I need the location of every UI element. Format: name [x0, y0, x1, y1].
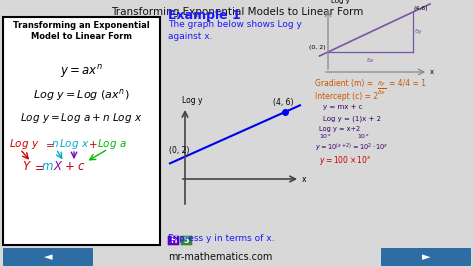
Text: Transforming an Exponential
Model to Linear Form: Transforming an Exponential Model to Lin…: [13, 21, 150, 41]
Text: $Log\ x$: $Log\ x$: [59, 137, 89, 151]
Text: (4, 6): (4, 6): [273, 98, 293, 107]
Text: $10^x$: $10^x$: [319, 133, 332, 141]
Text: $=$: $=$: [32, 160, 45, 174]
Text: = 4/4 = 1: = 4/4 = 1: [389, 79, 426, 88]
Text: ►: ►: [422, 252, 430, 262]
Text: Log y: Log y: [331, 0, 350, 4]
Text: Gradient (m) =: Gradient (m) =: [315, 79, 373, 88]
Text: δx: δx: [367, 58, 374, 63]
Text: $y = ax^n$: $y = ax^n$: [60, 64, 103, 80]
FancyBboxPatch shape: [168, 236, 179, 245]
Text: Log y = x+2: Log y = x+2: [319, 126, 360, 132]
Text: $Y$: $Y$: [22, 160, 32, 174]
Text: x: x: [430, 69, 434, 75]
Text: H: H: [170, 236, 177, 245]
Text: $X$: $X$: [53, 160, 64, 174]
Text: $=$: $=$: [43, 139, 55, 149]
Text: mr-mathematics.com: mr-mathematics.com: [168, 252, 272, 262]
Text: $+\ c$: $+\ c$: [64, 160, 86, 174]
Text: $\frac{\delta y}{\delta x}$: $\frac{\delta y}{\delta x}$: [377, 79, 386, 97]
Text: $+$: $+$: [88, 139, 98, 150]
Text: $Log\ y$: $Log\ y$: [9, 137, 39, 151]
Text: (4,6): (4,6): [414, 6, 428, 11]
Text: y = mx + c: y = mx + c: [323, 104, 363, 110]
FancyBboxPatch shape: [181, 236, 192, 245]
Text: Intercept (c) = 2: Intercept (c) = 2: [315, 92, 378, 101]
Text: $y = 10^{(x+2)} = 10^2 \cdot 10^x$: $y = 10^{(x+2)} = 10^2 \cdot 10^x$: [315, 142, 389, 154]
Text: Log y = (1)x + 2: Log y = (1)x + 2: [323, 115, 381, 121]
Text: δy: δy: [415, 29, 423, 34]
Text: Express y in terms of x.: Express y in terms of x.: [168, 234, 274, 243]
FancyBboxPatch shape: [381, 248, 471, 266]
Text: The graph below shows Log y
against x.: The graph below shows Log y against x.: [168, 20, 302, 41]
Text: $Log\ y = Log\ (ax^n)$: $Log\ y = Log\ (ax^n)$: [33, 87, 130, 103]
Text: $y = 100 \times 10^x$: $y = 100 \times 10^x$: [319, 154, 372, 167]
Text: ◄: ◄: [44, 252, 52, 262]
Text: (0, 2): (0, 2): [169, 146, 190, 155]
Text: $Log\ a$: $Log\ a$: [97, 137, 127, 151]
Text: $n$: $n$: [51, 139, 59, 149]
FancyBboxPatch shape: [3, 248, 93, 266]
Text: (0, 2): (0, 2): [310, 45, 326, 50]
Text: x: x: [302, 175, 307, 183]
FancyBboxPatch shape: [3, 17, 160, 245]
Text: $Log\ y = Log\ a + n\ Log\ x$: $Log\ y = Log\ a + n\ Log\ x$: [20, 111, 143, 125]
Text: Example 1: Example 1: [168, 9, 241, 22]
Text: Transforming Exponential Models to Linear Form: Transforming Exponential Models to Linea…: [111, 7, 363, 17]
Text: Log y: Log y: [182, 96, 202, 105]
Text: $m$: $m$: [41, 160, 54, 174]
Text: S: S: [184, 236, 189, 245]
Text: $10^x$: $10^x$: [357, 133, 370, 141]
